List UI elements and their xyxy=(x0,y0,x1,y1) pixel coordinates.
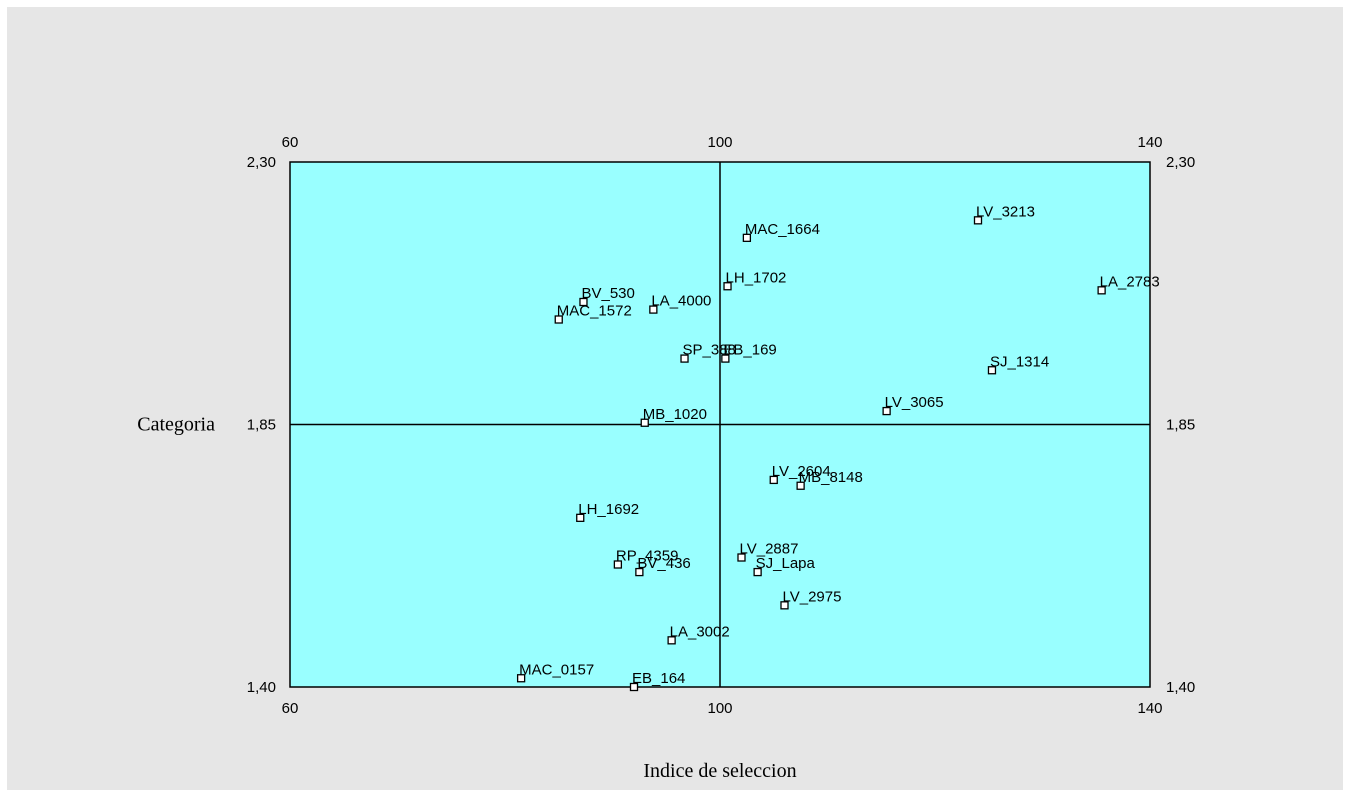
y-tick-label-left: 1,40 xyxy=(247,679,276,696)
point-marker-rp-4359 xyxy=(613,560,623,569)
point-label-la-2783: LA_2783 xyxy=(1100,273,1160,290)
point-marker-lv-2975 xyxy=(780,601,789,610)
point-label-lh-1692: LH_1692 xyxy=(578,501,639,518)
x-tick-label-top: 100 xyxy=(707,134,732,151)
point-label-mb-1020: MB_1020 xyxy=(643,406,707,423)
point-marker-mac-1572 xyxy=(554,315,563,324)
point-marker-eb-169 xyxy=(721,354,730,363)
y-tick-label-right: 1,85 xyxy=(1166,417,1195,434)
point-label-lv-2604: LV_2604 xyxy=(772,463,831,480)
point-label-lv-2975: LV_2975 xyxy=(783,588,842,605)
point-marker-la-2783 xyxy=(1097,286,1106,295)
point-marker-sp-388 xyxy=(680,354,689,363)
point-marker-mb-8148 xyxy=(796,481,805,490)
point-label-lv-2887: LV_2887 xyxy=(740,541,799,558)
point-label-mb-8148: MB_8148 xyxy=(799,469,863,486)
point-marker-lv-3065 xyxy=(882,406,891,416)
point-marker-lv-2887 xyxy=(737,553,746,562)
point-label-sj-lapa: SJ_Lapa xyxy=(756,555,816,572)
point-marker-mac-0157 xyxy=(516,674,526,683)
x-tick-label-top: 140 xyxy=(1137,134,1162,151)
point-marker-lv-2604 xyxy=(769,475,778,485)
point-marker-mac-1664 xyxy=(742,233,752,242)
x-tick-label-bottom: 140 xyxy=(1137,700,1162,717)
point-label-mac-1664: MAC_1664 xyxy=(745,221,820,238)
point-label-lv-3065: LV_3065 xyxy=(885,394,944,411)
point-label-lv-3213: LV_3213 xyxy=(976,203,1035,220)
y-tick-label-right: 2,30 xyxy=(1166,154,1195,171)
point-marker-sj-lapa xyxy=(753,567,762,577)
y-tick-label-left: 1,85 xyxy=(247,417,276,434)
point-label-sj-1314: SJ_1314 xyxy=(990,353,1049,370)
point-marker-sj-1314 xyxy=(987,366,997,375)
data-points: LV_3213 MAC_1664 LA_2783 LH_1702 BV_530 LA_40… xyxy=(516,203,1160,692)
point-marker-bv-530 xyxy=(579,297,588,307)
point-label-mac-0157: MAC_0157 xyxy=(519,661,594,678)
x-tick-label-bottom: 60 xyxy=(282,700,299,717)
point-label-rp-4359: RP_4359 xyxy=(616,548,679,565)
y-tick-label-right: 1,40 xyxy=(1166,679,1195,696)
point-marker-bv-436 xyxy=(635,567,644,577)
point-label-lh-1702: LH_1702 xyxy=(726,269,787,286)
point-label-eb-164: EB_164 xyxy=(632,670,685,687)
point-marker-lh-1702 xyxy=(723,282,732,291)
point-marker-la-4000 xyxy=(649,305,658,314)
x-tick-label-bottom: 100 xyxy=(707,700,732,717)
y-tick-label-left: 2,30 xyxy=(247,154,276,171)
point-marker-mb-1020 xyxy=(640,418,649,427)
point-label-bv-436: BV_436 xyxy=(637,555,690,572)
x-tick-label-top: 60 xyxy=(282,134,299,151)
x-axis-title: Indice de seleccion xyxy=(643,760,796,782)
point-label-la-4000: LA_4000 xyxy=(651,293,711,310)
y-axis-title: Categoria xyxy=(137,414,215,436)
point-label-sp-388: SP_388 xyxy=(683,342,736,359)
point-label-bv-530: BV_530 xyxy=(581,285,634,302)
point-marker-lh-1692 xyxy=(576,513,585,522)
point-marker-eb-164 xyxy=(629,682,639,692)
point-label-eb-169: EB_169 xyxy=(723,342,776,359)
point-label-mac-1572: MAC_1572 xyxy=(557,303,632,320)
point-label-la-3002: LA_3002 xyxy=(670,623,730,640)
point-marker-lv-3213 xyxy=(973,216,983,225)
point-marker-la-3002 xyxy=(667,636,676,645)
